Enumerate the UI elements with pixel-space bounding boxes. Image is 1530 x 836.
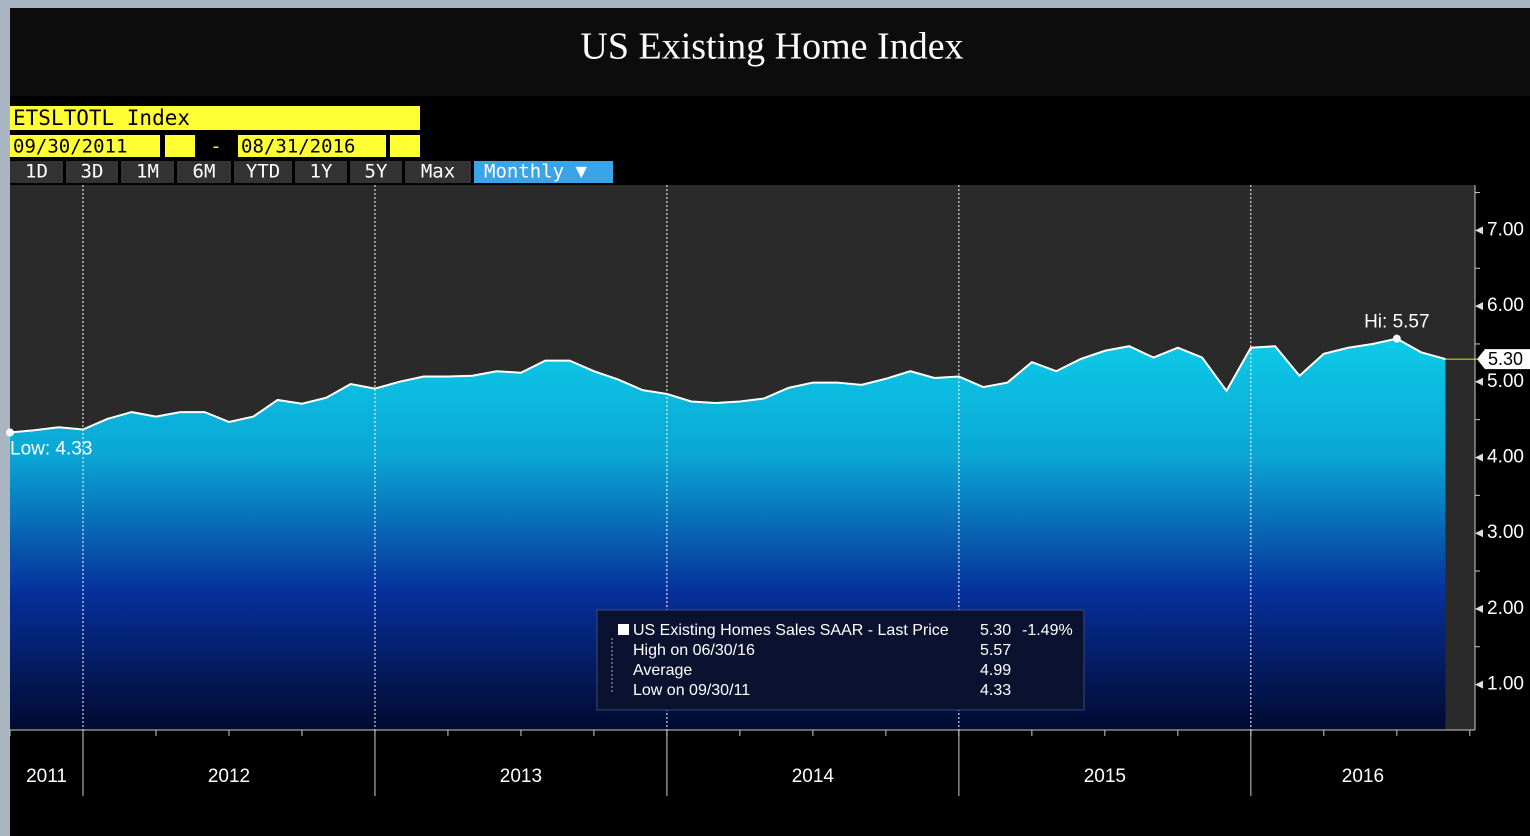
low-marker <box>6 428 14 437</box>
y-tick <box>1475 453 1483 462</box>
range-button-label: YTD <box>246 161 280 183</box>
range-button[interactable] <box>474 161 613 183</box>
legend-swatch <box>618 624 629 635</box>
y-tick <box>1475 302 1483 311</box>
legend-row-value: 4.99 <box>980 662 1011 679</box>
area <box>10 338 1446 730</box>
range-button[interactable] <box>350 161 402 183</box>
range-button-label: Max <box>421 161 455 183</box>
range-button-label: 6M <box>193 161 216 183</box>
x-tick-label: 2014 <box>792 766 835 787</box>
ticker-box <box>10 106 420 130</box>
range-button-label: 5Y <box>365 161 388 183</box>
y-tick-label: 2.00 <box>1487 598 1524 619</box>
title: US Existing Home Index <box>580 26 963 68</box>
header <box>10 8 1530 96</box>
range-button-label: 1M <box>136 161 159 183</box>
y-tick <box>1475 226 1483 235</box>
legend-row-label: Low on 09/30/11 <box>633 682 750 699</box>
legend-row-value: 4.33 <box>980 682 1011 699</box>
ticker: ETSLTOTL Index <box>13 106 190 130</box>
range-button[interactable] <box>10 161 63 183</box>
y-tick-label: 6.00 <box>1487 295 1524 316</box>
y-tick-label: 4.00 <box>1487 447 1524 468</box>
legend-change: -1.49% <box>1022 622 1073 639</box>
hi-label: Hi: 5.57 <box>1364 312 1429 333</box>
legend-last: 5.30 <box>980 622 1011 639</box>
range-button-label: 1Y <box>310 161 333 183</box>
x-tick-label: 2016 <box>1342 766 1384 787</box>
y-tick <box>1475 604 1483 613</box>
low-label: Low: 4.33 <box>10 439 92 460</box>
last-price-tag <box>1477 349 1530 370</box>
y-tick-label: 5.00 <box>1487 371 1524 392</box>
y-tick-label: 3.00 <box>1487 522 1524 543</box>
end-date: 08/31/2016 <box>241 136 355 158</box>
y-tick-label: 7.00 <box>1487 219 1524 240</box>
range-button-label: 3D <box>81 161 104 183</box>
range-button[interactable] <box>177 161 231 183</box>
legend <box>596 609 1085 711</box>
range-button-label: Monthly ▼ <box>484 161 588 183</box>
y-tick-label: 1.00 <box>1487 674 1524 695</box>
hi-marker <box>1392 334 1401 343</box>
range-button[interactable] <box>121 161 174 183</box>
x-tick-label: 2012 <box>208 766 250 787</box>
end-date-box[interactable] <box>238 135 386 157</box>
line <box>9 337 1446 434</box>
y-tick <box>1475 529 1483 538</box>
start-date-box[interactable] <box>10 135 160 157</box>
x-tick-label: 2011 <box>26 766 67 787</box>
legend-row-value: 5.57 <box>980 642 1011 659</box>
x-tick-label: 2015 <box>1084 766 1126 787</box>
range-button[interactable] <box>234 161 292 183</box>
start-date: 09/30/2011 <box>13 136 127 158</box>
date-separator: - <box>210 136 221 158</box>
legend-title: US Existing Homes Sales SAAR - Last Pric… <box>633 622 949 639</box>
calendar-button[interactable] <box>390 135 420 157</box>
legend-row-label: Average <box>633 662 692 679</box>
x-tick-label: 2013 <box>500 766 542 787</box>
range-button[interactable] <box>66 161 118 183</box>
y-tick <box>1475 680 1483 689</box>
calendar-button[interactable] <box>165 135 195 157</box>
range-button[interactable] <box>405 161 471 183</box>
y-tick <box>1475 377 1483 386</box>
legend-row-label: High on 06/30/16 <box>633 642 755 659</box>
range-button[interactable] <box>295 161 347 183</box>
range-button-label: 1D <box>25 161 48 183</box>
last-price-label: 5.30 <box>1488 349 1523 369</box>
